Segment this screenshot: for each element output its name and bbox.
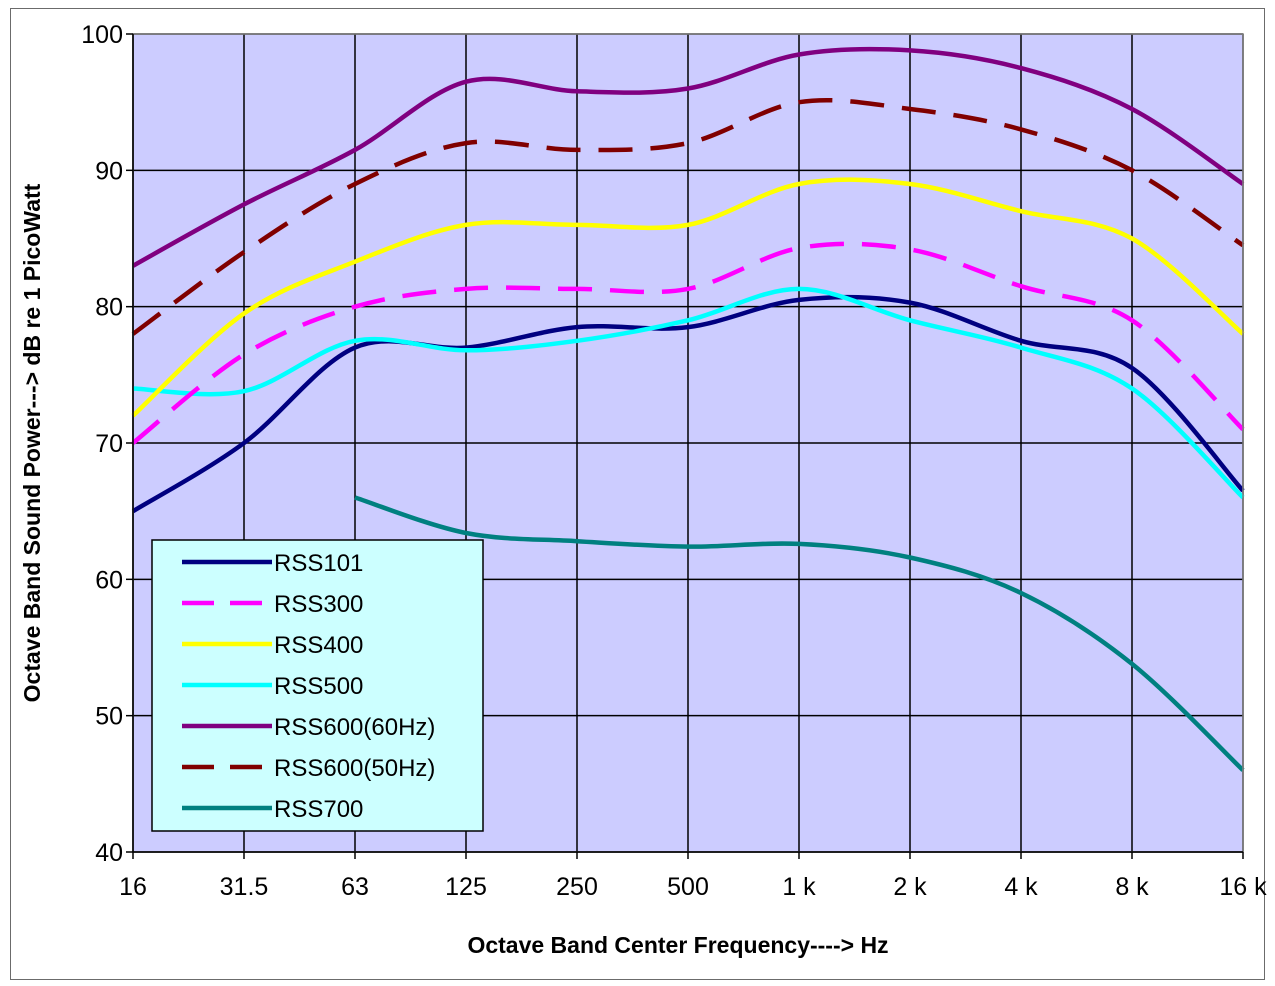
legend-label: RSS600(60Hz) <box>274 714 435 741</box>
y-tick-label: 50 <box>95 703 123 731</box>
series-line-rss700 <box>354 495 1245 772</box>
axes <box>126 33 1244 859</box>
series-line-rss600-50hz <box>131 97 1245 336</box>
series-line-rss600-60hz <box>131 46 1245 268</box>
legend-label: RSS500 <box>274 673 363 700</box>
series-line-rss101 <box>131 294 1245 514</box>
series-line-rss500 <box>132 286 1245 500</box>
x-tick-label: 125 <box>445 873 487 901</box>
x-tick-label: 16 <box>119 873 147 901</box>
y-axis-title: Octave Band Sound Power---> dB re 1 Pico… <box>19 183 45 702</box>
x-tick-label: 4 k <box>1004 873 1038 901</box>
y-tick-label: 70 <box>95 430 123 458</box>
y-tick-label: 90 <box>95 157 123 185</box>
x-tick-label: 2 k <box>893 873 927 901</box>
x-tick-label: 16 k <box>1219 873 1267 901</box>
x-tick-label: 31.5 <box>220 873 269 901</box>
legend-label: RSS101 <box>274 550 363 577</box>
x-tick-label: 500 <box>667 873 709 901</box>
y-tick-label: 100 <box>81 21 123 49</box>
y-tick-label: 60 <box>95 566 123 594</box>
legend-label: RSS700 <box>274 796 363 823</box>
series-line-rss400 <box>131 177 1245 418</box>
legend-label: RSS300 <box>274 591 363 618</box>
series-line-rss300 <box>131 241 1245 445</box>
series-layer <box>131 46 1245 772</box>
x-tick-label: 63 <box>341 873 369 901</box>
legend-label: RSS400 <box>274 632 363 659</box>
x-axis-title: Octave Band Center Frequency----> Hz <box>467 932 888 958</box>
tick-labels: 40 50 60 70 80 90 100 16 31.5 63 125 250 500 1 k 2 k 4 … <box>81 21 1267 901</box>
legend-label: RSS600(50Hz) <box>274 755 435 782</box>
x-tick-label: 1 k <box>782 873 816 901</box>
x-tick-label: 250 <box>556 873 598 901</box>
legend: RSS101 RSS300 RSS400 RSS500 RSS600(60Hz) RSS6… <box>151 539 484 832</box>
x-tick-label: 8 k <box>1115 873 1149 901</box>
y-tick-label: 80 <box>95 294 123 322</box>
y-tick-label: 40 <box>95 839 123 867</box>
